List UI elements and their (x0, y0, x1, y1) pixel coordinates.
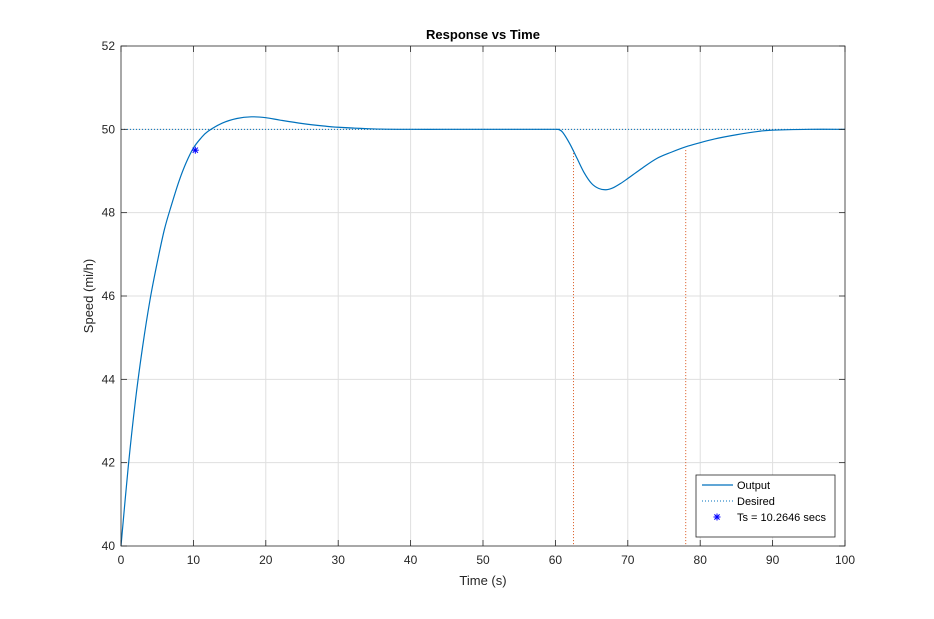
x-tick-label: 70 (621, 553, 635, 567)
legend-output-label: Output (737, 480, 770, 492)
x-tick-label: 80 (694, 553, 708, 567)
x-tick-label: 0 (118, 553, 125, 567)
x-axis-label: Time (s) (459, 573, 506, 588)
series-output-line (120, 116, 846, 547)
x-tick-label: 100 (835, 553, 855, 567)
ticks: 0 10 20 30 40 50 60 70 80 90 100 40 42 44 46 48 50 52 (102, 39, 856, 567)
y-tick-label: 46 (102, 289, 116, 303)
y-tick-label: 52 (102, 39, 116, 53)
legend: Output Desired Ts = 10.2646 secs (695, 474, 836, 538)
y-tick-label: 42 (102, 456, 116, 470)
legend-ts-marker (713, 513, 721, 521)
x-tick-label: 10 (187, 553, 201, 567)
x-tick-label: 60 (549, 553, 563, 567)
y-tick-label: 50 (102, 122, 116, 136)
x-tick-label: 30 (332, 553, 346, 567)
data-layer (120, 116, 846, 547)
y-axis-label: Speed (mi/h) (81, 259, 96, 333)
legend-ts-label: Ts = 10.2646 secs (737, 512, 826, 524)
y-tick-label: 44 (102, 372, 116, 386)
y-tick-label: 48 (102, 206, 116, 220)
x-tick-label: 40 (404, 553, 418, 567)
x-tick-label: 90 (766, 553, 780, 567)
y-tick-label: 40 (102, 539, 116, 553)
settling-time-point (191, 146, 199, 154)
x-tick-label: 20 (259, 553, 273, 567)
x-tick-label: 50 (476, 553, 490, 567)
chart-title: Response vs Time (426, 27, 540, 42)
legend-desired-label: Desired (737, 496, 775, 508)
